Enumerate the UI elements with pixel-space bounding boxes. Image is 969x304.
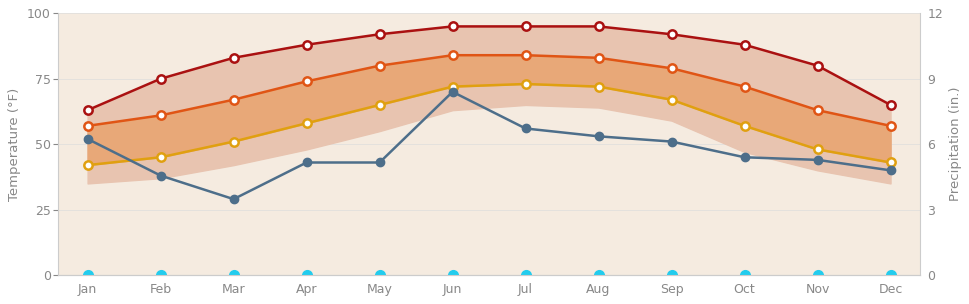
Y-axis label: Temperature (°F): Temperature (°F): [9, 88, 21, 201]
Y-axis label: Precipitation (in.): Precipitation (in.): [948, 87, 960, 202]
